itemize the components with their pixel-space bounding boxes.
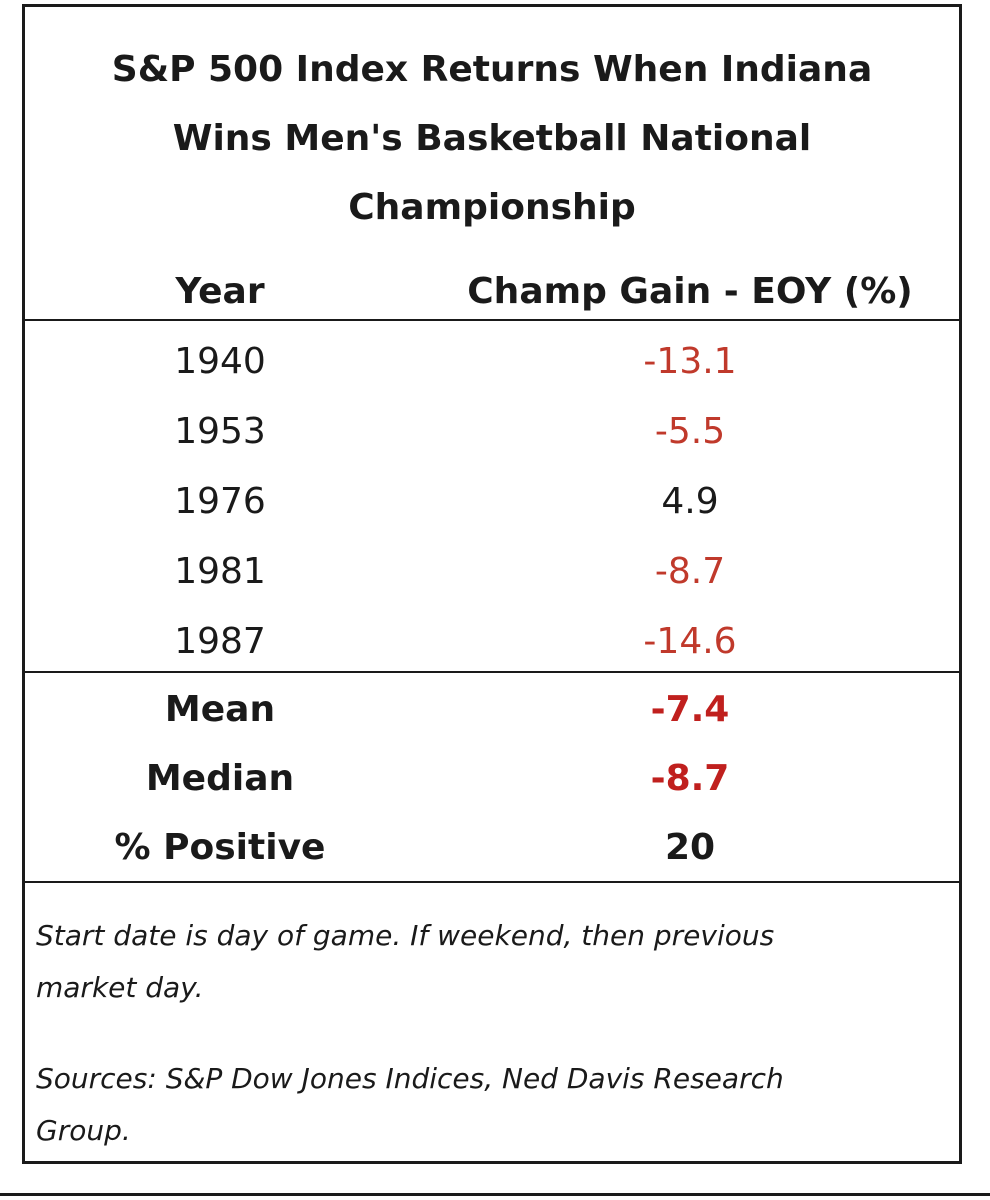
footnote-line: market day. (36, 971, 204, 1004)
table-row: 1976 4.9 (25, 467, 959, 537)
table-row: 1953 -5.5 (25, 397, 959, 467)
footnote-line: Start date is day of game. If weekend, t… (36, 919, 775, 952)
year-cell: 1940 (174, 341, 266, 382)
stat-row: Mean -7.4 (25, 675, 959, 745)
year-cell: 1981 (174, 551, 266, 592)
stat-value: -7.4 (650, 689, 730, 730)
footnote-line: Group. (36, 1114, 131, 1147)
header-divider (25, 319, 959, 321)
title-line: Wins Men's Basketball National (172, 118, 812, 159)
column-header-gain: Champ Gain - EOY (%) (467, 271, 913, 312)
footnote-start-date: Start date is day of game. If weekend, t… (36, 910, 916, 1014)
stat-value: 20 (664, 827, 716, 868)
table-row: 1940 -13.1 (25, 327, 959, 397)
stat-value: -8.7 (650, 758, 730, 799)
footnote-line: Sources: S&P Dow Jones Indices, Ned Davi… (36, 1062, 784, 1095)
title-line: S&P 500 Index Returns When Indiana (111, 49, 873, 90)
gain-cell: -8.7 (654, 551, 726, 592)
table-title: S&P 500 Index Returns When Indiana Wins … (25, 35, 959, 242)
stat-row: % Positive 20 (25, 813, 959, 883)
column-header-year: Year (175, 271, 265, 312)
stat-row: Median -8.7 (25, 744, 959, 814)
stat-label: Median (145, 758, 295, 799)
table-row: 1987 -14.6 (25, 607, 959, 677)
year-cell: 1987 (174, 621, 266, 662)
table-row: 1981 -8.7 (25, 537, 959, 607)
gain-cell: -13.1 (643, 341, 737, 382)
returns-table-card: S&P 500 Index Returns When Indiana Wins … (22, 4, 962, 1164)
year-cell: 1976 (174, 481, 266, 522)
gain-cell: -5.5 (654, 411, 726, 452)
footnote-sources: Sources: S&P Dow Jones Indices, Ned Davi… (36, 1053, 916, 1157)
notes-divider (25, 881, 959, 883)
title-line: Championship (348, 187, 636, 228)
stats-divider (25, 671, 959, 673)
gain-cell: 4.9 (661, 481, 719, 522)
stat-label: % Positive (114, 827, 326, 868)
page-bottom-rule (0, 1193, 990, 1196)
year-cell: 1953 (174, 411, 266, 452)
gain-cell: -14.6 (643, 621, 737, 662)
stat-label: Mean (164, 689, 276, 730)
